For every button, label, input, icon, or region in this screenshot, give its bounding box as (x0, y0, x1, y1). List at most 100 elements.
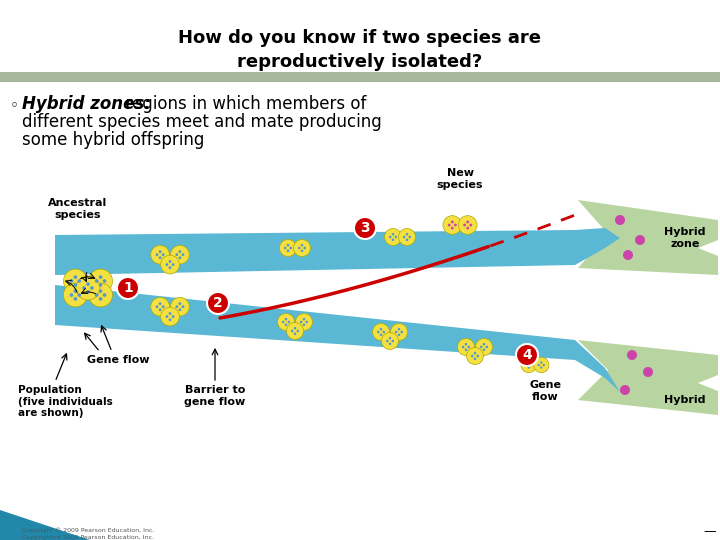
Circle shape (475, 339, 492, 355)
Circle shape (166, 315, 168, 318)
Circle shape (63, 283, 87, 307)
Text: How do you know if two species are: How do you know if two species are (179, 29, 541, 47)
Circle shape (103, 279, 107, 283)
Circle shape (179, 256, 181, 259)
Circle shape (463, 224, 466, 226)
Circle shape (73, 275, 77, 279)
Text: Copyrighted 2009 Pearson Education, Inc.: Copyrighted 2009 Pearson Education, Inc. (22, 536, 154, 540)
Circle shape (467, 227, 469, 229)
Circle shape (162, 253, 165, 256)
Text: Gene
flow: Gene flow (529, 380, 561, 402)
Circle shape (474, 352, 477, 354)
Circle shape (302, 318, 305, 321)
Circle shape (382, 333, 398, 349)
Circle shape (443, 215, 462, 234)
Text: Population
(five individuals
are shown): Population (five individuals are shown) (18, 385, 113, 418)
Circle shape (70, 279, 73, 283)
Circle shape (454, 224, 456, 226)
Circle shape (538, 364, 540, 366)
Circle shape (284, 318, 287, 321)
Circle shape (95, 279, 99, 283)
Polygon shape (578, 340, 718, 415)
Circle shape (643, 367, 653, 377)
Circle shape (73, 289, 77, 293)
Circle shape (158, 308, 161, 311)
Circle shape (284, 323, 287, 326)
Circle shape (405, 233, 408, 235)
Circle shape (181, 253, 184, 256)
Circle shape (166, 263, 168, 266)
Circle shape (99, 275, 102, 279)
Circle shape (392, 340, 394, 342)
Circle shape (168, 260, 171, 263)
Circle shape (168, 266, 171, 269)
Text: Barrier to
gene flow: Barrier to gene flow (184, 385, 246, 407)
Circle shape (76, 276, 100, 300)
Circle shape (467, 346, 470, 348)
Circle shape (462, 346, 464, 348)
Circle shape (379, 334, 382, 336)
Circle shape (284, 247, 287, 249)
Circle shape (451, 227, 454, 229)
Circle shape (372, 323, 390, 341)
Circle shape (474, 357, 477, 360)
Circle shape (528, 366, 530, 369)
Circle shape (63, 269, 87, 293)
Circle shape (295, 314, 312, 330)
Circle shape (305, 321, 308, 323)
Polygon shape (0, 510, 90, 540)
Circle shape (464, 343, 467, 346)
Circle shape (162, 305, 165, 308)
Circle shape (386, 340, 389, 342)
Circle shape (297, 330, 299, 332)
Text: Hybrid zones:: Hybrid zones: (22, 95, 151, 113)
Circle shape (99, 289, 102, 293)
Circle shape (530, 364, 532, 366)
Circle shape (161, 255, 179, 274)
Circle shape (635, 235, 645, 245)
Circle shape (82, 286, 86, 290)
Circle shape (179, 302, 181, 305)
Circle shape (158, 256, 161, 259)
Text: ◦: ◦ (10, 98, 19, 113)
Circle shape (398, 228, 415, 246)
Circle shape (467, 348, 484, 364)
Text: 1: 1 (123, 281, 133, 295)
Text: Copyright © 2009 Pearson Education, Inc.: Copyright © 2009 Pearson Education, Inc. (22, 527, 155, 533)
Circle shape (521, 357, 536, 373)
Circle shape (298, 247, 300, 249)
Circle shape (300, 321, 302, 323)
Circle shape (379, 328, 382, 330)
Circle shape (390, 323, 408, 341)
Circle shape (176, 253, 179, 256)
Circle shape (95, 293, 99, 297)
Circle shape (158, 250, 161, 253)
Circle shape (485, 346, 488, 348)
Text: 3: 3 (360, 221, 370, 235)
Circle shape (408, 235, 411, 238)
Circle shape (171, 298, 189, 316)
Circle shape (405, 239, 408, 241)
Circle shape (103, 293, 107, 297)
Text: Gene flow: Gene flow (86, 355, 149, 365)
Text: Ancestral
species: Ancestral species (48, 198, 107, 220)
Circle shape (482, 343, 485, 346)
Circle shape (291, 330, 294, 332)
Circle shape (294, 240, 310, 256)
Text: —: — (703, 525, 716, 538)
Circle shape (469, 224, 472, 226)
Circle shape (176, 305, 179, 308)
Circle shape (467, 220, 469, 224)
Circle shape (377, 330, 379, 333)
Text: different species meet and mate producing: different species meet and mate producin… (22, 113, 382, 131)
Circle shape (150, 245, 169, 264)
Circle shape (156, 305, 158, 308)
Circle shape (382, 330, 385, 333)
Circle shape (540, 366, 542, 369)
Circle shape (301, 244, 303, 246)
Circle shape (534, 357, 549, 373)
Circle shape (389, 235, 392, 238)
Text: some hybrid offspring: some hybrid offspring (22, 131, 204, 149)
Circle shape (620, 385, 630, 395)
Circle shape (304, 247, 306, 249)
